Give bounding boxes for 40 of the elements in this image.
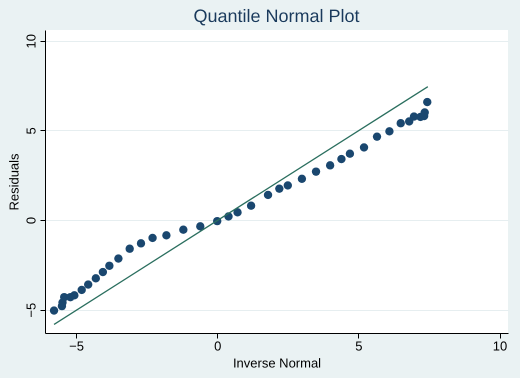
x-tick-label: 5 [355,338,362,354]
y-tick-label: −5 [24,302,38,318]
point [246,202,256,210]
point [136,239,146,248]
point [78,286,86,294]
point [84,280,92,289]
y-tick-label: 10 [24,34,38,48]
point [92,274,100,282]
point [264,190,272,200]
point [385,127,394,136]
point [233,208,242,217]
point [346,150,354,158]
point [312,167,320,176]
chart-title: Quantile Normal Plot [193,6,360,26]
y-axis-title: Residuals [6,152,22,211]
point [162,231,171,240]
y-tick-label: 5 [24,127,38,135]
point [337,154,346,164]
point [196,222,204,230]
point [50,306,58,315]
y-tick-label: 0 [24,216,38,224]
point [70,291,79,300]
point [148,234,157,242]
point [284,181,292,190]
x-tick-label: 10 [492,338,508,354]
point [298,174,306,183]
point [275,184,284,193]
point [360,143,368,152]
point [326,161,334,170]
point [126,244,134,253]
point [98,268,108,276]
x-tick-label: 0 [214,338,222,354]
point [372,132,382,141]
x-tick-label: −5 [69,338,84,354]
point [423,98,432,106]
point [396,119,405,128]
x-axis-title: Inverse Normal [232,356,322,370]
point [105,262,114,270]
point [179,226,188,234]
point [114,254,123,263]
